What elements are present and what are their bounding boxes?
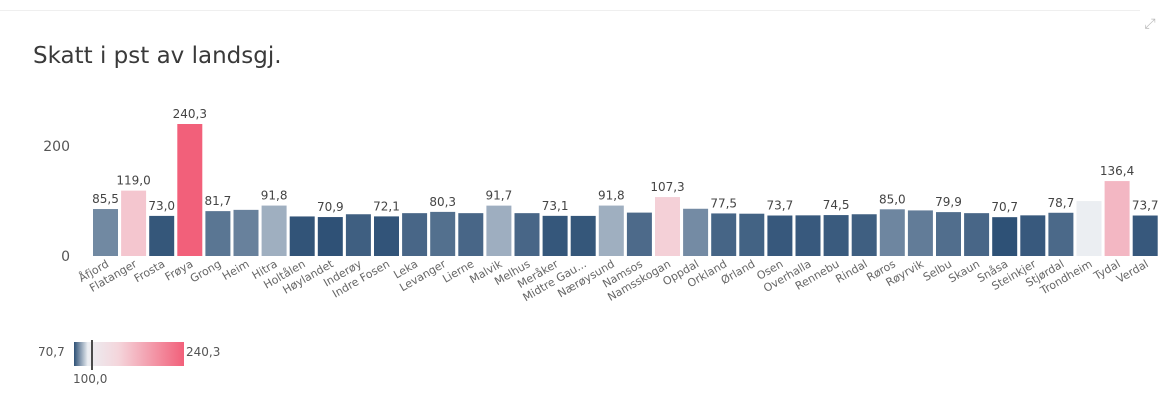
legend-mid-label: 100,0 [73, 372, 108, 386]
bar-36[interactable] [1104, 181, 1130, 256]
data-label-26: 74,5 [823, 198, 850, 212]
legend-min-label: 70,7 [38, 345, 65, 359]
top-divider [0, 10, 1140, 11]
data-label-2: 73,0 [148, 199, 175, 213]
y-tick-label: 0 [61, 249, 70, 265]
bar-28[interactable] [879, 209, 905, 256]
data-label-22: 77,5 [710, 196, 737, 210]
data-label-14: 91,7 [486, 189, 513, 203]
bar-37[interactable] [1132, 215, 1158, 256]
bar-26[interactable] [823, 215, 849, 256]
bar-4[interactable] [205, 211, 231, 256]
data-label-10: 72,1 [373, 199, 400, 213]
category-label-4: Grong [188, 257, 224, 285]
data-label-16: 73,1 [542, 199, 569, 213]
data-label-32: 70,7 [991, 200, 1018, 214]
category-label-31: Skaun [946, 257, 982, 285]
bar-18[interactable] [598, 205, 624, 256]
bar-23[interactable] [739, 213, 765, 256]
data-label-8: 70,9 [317, 200, 344, 214]
category-label-2: Frosta [132, 257, 167, 285]
category-label-5: Heim [220, 257, 251, 283]
bar-16[interactable] [542, 215, 568, 256]
data-label-28: 85,0 [879, 192, 906, 206]
bar-8[interactable] [317, 217, 343, 256]
data-label-4: 81,7 [205, 194, 232, 208]
data-label-0: 85,5 [92, 192, 119, 206]
bar-32[interactable] [992, 217, 1018, 256]
bar-30[interactable] [936, 212, 961, 256]
bar-9[interactable] [345, 214, 371, 256]
bar-1[interactable] [121, 190, 147, 256]
bar-22[interactable] [711, 213, 737, 256]
bar-11[interactable] [402, 213, 428, 256]
data-label-37: 73,7 [1132, 199, 1159, 213]
chart-title: Skatt i pst av landsgj. [33, 43, 282, 69]
bar-3[interactable] [177, 124, 203, 256]
expand-icon[interactable]: ⤢ [1144, 16, 1156, 32]
category-label-37: Verdal [1114, 257, 1150, 286]
bar-31[interactable] [964, 213, 990, 256]
bar-6[interactable] [261, 205, 287, 256]
category-label-27: Rindal [833, 257, 869, 285]
bar-35[interactable] [1076, 201, 1102, 256]
y-tick-label: 200 [43, 139, 70, 155]
legend-mid-marker [91, 340, 93, 370]
data-label-36: 136,4 [1100, 164, 1134, 178]
bar-24[interactable] [767, 215, 793, 256]
data-label-1: 119,0 [116, 174, 150, 188]
bar-14[interactable] [486, 205, 512, 256]
data-label-12: 80,3 [429, 195, 456, 209]
bar-29[interactable] [907, 210, 933, 256]
bar-10[interactable] [374, 216, 399, 256]
bar-5[interactable] [233, 209, 259, 256]
bar-21[interactable] [683, 208, 709, 256]
data-label-30: 79,9 [935, 195, 962, 209]
bar-34[interactable] [1048, 212, 1074, 256]
bar-33[interactable] [1020, 215, 1046, 256]
data-label-6: 91,8 [261, 189, 288, 203]
bar-15[interactable] [514, 213, 540, 256]
bar-20[interactable] [655, 197, 680, 256]
bar-25[interactable] [795, 215, 821, 256]
bar-7[interactable] [289, 216, 315, 256]
bar-19[interactable] [626, 212, 652, 256]
legend-max-label: 240,3 [186, 345, 221, 359]
bar-2[interactable] [149, 215, 175, 256]
data-label-18: 91,8 [598, 189, 625, 203]
data-label-3: 240,3 [173, 107, 207, 121]
bar-12[interactable] [430, 211, 456, 256]
bar-13[interactable] [458, 213, 484, 256]
bar-0[interactable] [93, 209, 118, 256]
data-label-34: 78,7 [1048, 196, 1075, 210]
data-label-20: 107,3 [650, 180, 684, 194]
bar-27[interactable] [851, 214, 877, 256]
data-label-24: 73,7 [767, 199, 794, 213]
bar-17[interactable] [570, 215, 596, 256]
